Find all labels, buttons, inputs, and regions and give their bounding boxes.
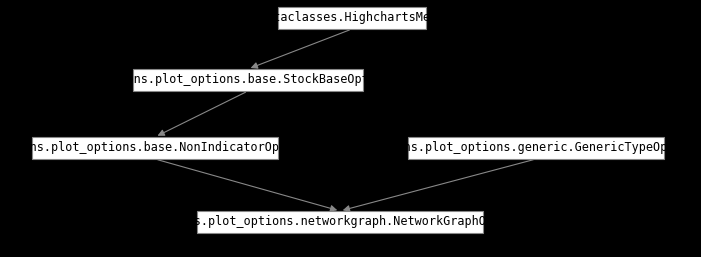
Text: options.plot_options.networkgraph.NetworkGraphOptions: options.plot_options.networkgraph.Networ… xyxy=(151,216,529,228)
Text: metaclasses.HighchartsMeta: metaclasses.HighchartsMeta xyxy=(259,12,444,24)
Text: options.plot_options.generic.GenericTypeOptions: options.plot_options.generic.GenericType… xyxy=(369,142,701,154)
Text: options.plot_options.base.StockBaseOptions: options.plot_options.base.StockBaseOptio… xyxy=(98,74,397,87)
FancyBboxPatch shape xyxy=(278,7,426,29)
Text: options.plot_options.base.NonIndicatorOptions: options.plot_options.base.NonIndicatorOp… xyxy=(0,142,315,154)
FancyBboxPatch shape xyxy=(408,137,664,159)
FancyBboxPatch shape xyxy=(197,211,483,233)
FancyBboxPatch shape xyxy=(32,137,278,159)
FancyBboxPatch shape xyxy=(133,69,363,91)
